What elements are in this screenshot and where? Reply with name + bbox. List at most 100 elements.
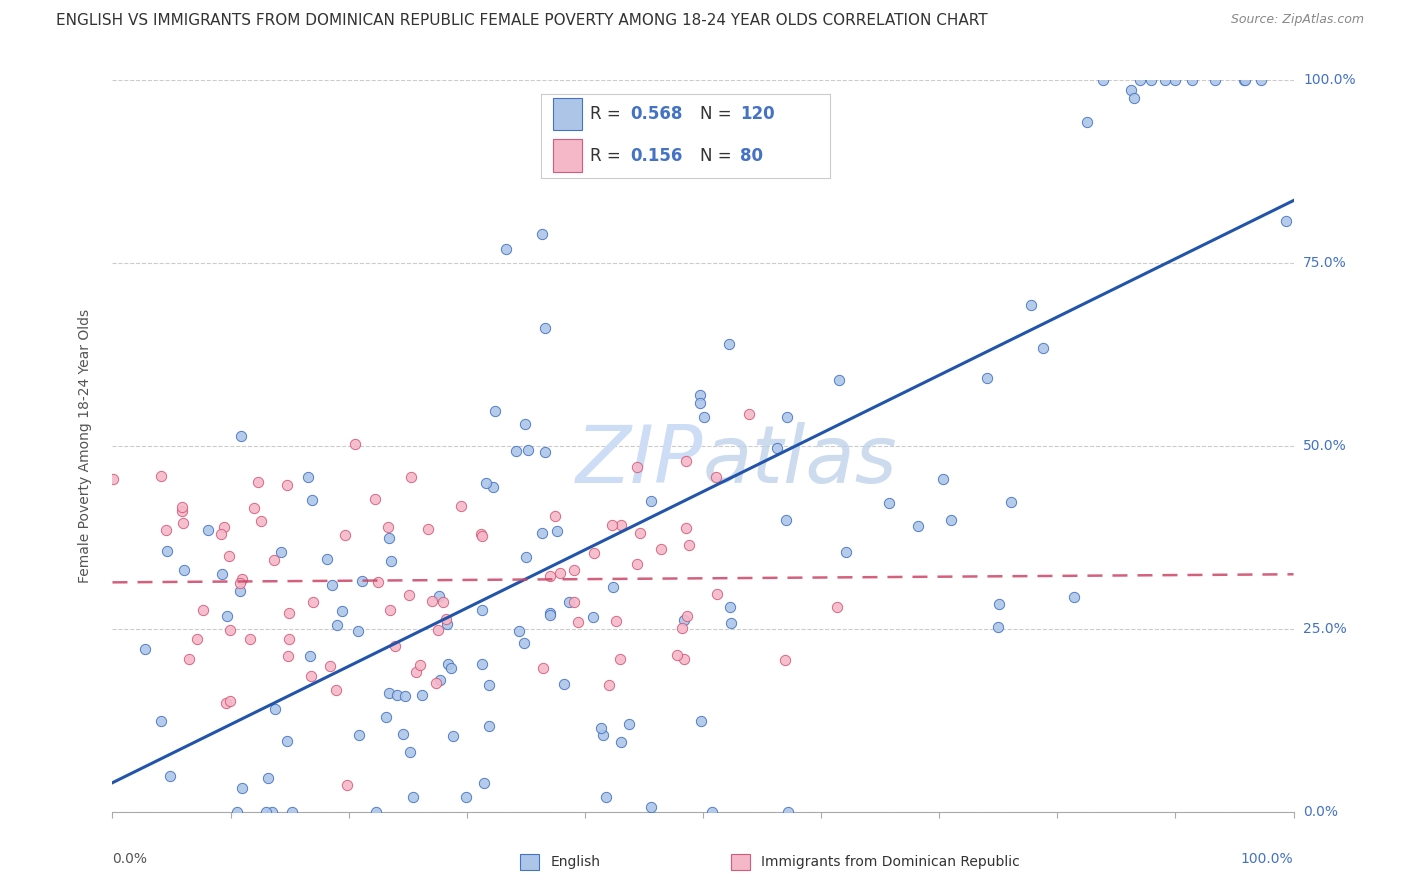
Point [471,657,494,671]
Text: 120: 120 [740,105,775,123]
Point [429,673,451,687]
Point [553,677,575,691]
Point [434,612,457,626]
Point [675,454,697,468]
Point [411,689,433,703]
Point [350,574,373,588]
Point [450,499,472,513]
Point [177,652,200,666]
Point [640,800,662,814]
Text: 0.568: 0.568 [631,105,683,123]
Point [567,615,589,629]
Point [650,541,672,556]
Point [377,519,399,533]
Point [1154,73,1177,87]
Point [103,472,125,486]
Point [398,588,420,602]
Point [689,714,711,728]
Point [193,603,215,617]
Point [693,409,716,424]
Point [534,321,557,335]
Point [907,518,929,533]
Point [367,574,389,589]
Point [879,496,901,510]
Point [1063,590,1085,604]
Point [427,623,450,637]
Point [156,544,179,558]
Text: 100.0%: 100.0% [1241,852,1294,866]
Point [666,648,689,663]
Point [231,781,253,796]
Point [278,632,301,646]
Point [538,568,561,582]
Point [517,442,540,457]
Point [678,538,700,552]
Point [315,552,337,566]
Point [471,529,494,543]
Point [531,526,554,541]
Point [226,805,249,819]
Point [689,388,711,402]
Text: ZIP: ZIP [575,422,703,500]
Point [326,617,349,632]
Point [378,602,401,616]
Text: R =: R = [591,105,626,123]
Point [385,688,408,702]
Point [562,594,585,608]
Point [391,727,413,741]
Point [472,776,495,790]
Point [325,683,347,698]
Bar [553,139,582,171]
Point [425,676,447,690]
Point [675,521,697,535]
Point [1129,73,1152,87]
Point [217,609,239,624]
Point [150,468,173,483]
Point [299,648,322,663]
Point [640,494,662,508]
Point [534,445,557,459]
Point [159,769,181,783]
Point [600,517,623,532]
Point [482,479,505,493]
Point [436,617,458,632]
Text: N =: N = [700,105,737,123]
Point [364,491,387,506]
Point [214,520,236,534]
Point [1250,73,1272,87]
Text: ENGLISH VS IMMIGRANTS FROM DOMINICAN REPUBLIC FEMALE POVERTY AMONG 18-24 YEAR OL: ENGLISH VS IMMIGRANTS FROM DOMINICAN REP… [56,13,988,29]
Point [513,417,536,431]
Point [277,648,299,663]
Point [333,528,356,542]
Point [765,441,787,455]
Point [825,600,848,615]
Point [211,566,233,581]
Text: 50.0%: 50.0% [1303,439,1347,453]
Y-axis label: Female Poverty Among 18-24 Year Olds: Female Poverty Among 18-24 Year Olds [77,309,91,583]
Point [394,690,416,704]
Text: 100.0%: 100.0% [1303,73,1355,87]
Point [776,805,799,819]
Point [548,566,571,580]
Point [538,606,561,620]
Point [254,805,277,819]
Point [399,746,422,760]
Point [1164,73,1187,87]
Point [409,658,432,673]
Point [583,545,606,559]
Point [242,501,264,516]
Bar [553,98,582,130]
Point [155,524,177,538]
Point [609,652,631,666]
Point [301,492,323,507]
Point [628,526,651,541]
Text: Source: ZipAtlas.com: Source: ZipAtlas.com [1230,13,1364,27]
Point [231,428,253,442]
Point [478,718,501,732]
Point [263,702,285,716]
Point [602,580,624,594]
Text: 75.0%: 75.0% [1303,256,1347,270]
Point [1000,495,1022,509]
Point [776,410,799,425]
Point [405,665,427,679]
